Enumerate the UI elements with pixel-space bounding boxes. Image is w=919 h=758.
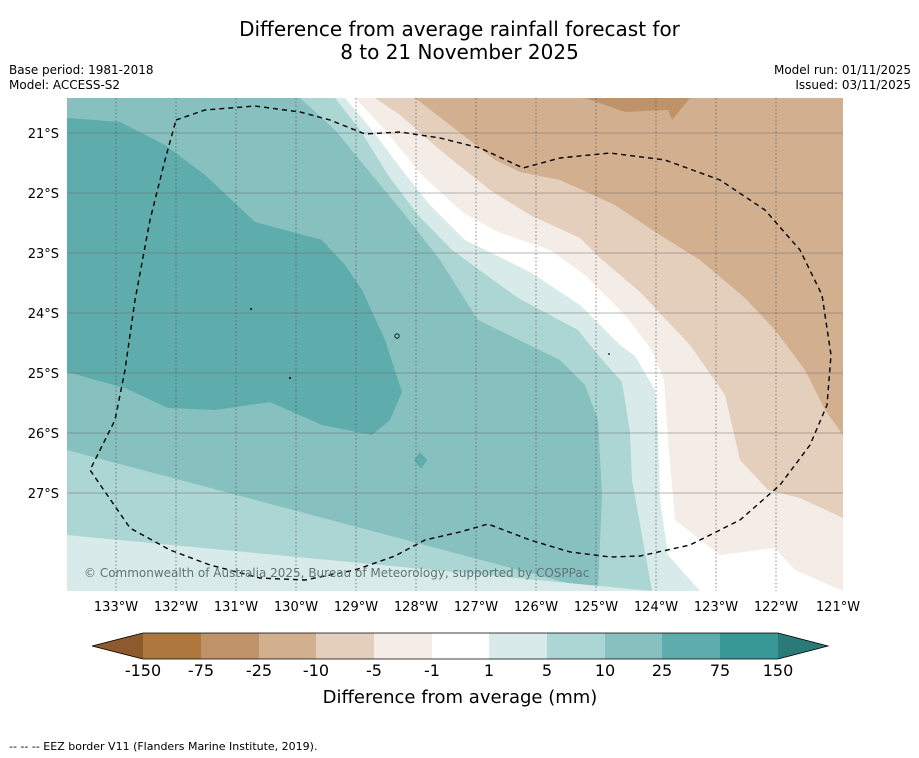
- lat-label: 22°S: [28, 187, 59, 202]
- small-patch: [414, 452, 427, 469]
- colorbar-tick: -150: [125, 661, 161, 680]
- colorbar-extend-high: [778, 633, 828, 659]
- lat-label: 23°S: [28, 247, 59, 262]
- colorbar-tick: 1: [484, 661, 494, 680]
- lon-label: 122°W: [754, 600, 798, 615]
- lon-label: 123°W: [694, 600, 738, 615]
- meta-right: Model run: 01/11/2025 Issued: 03/11/2025: [774, 63, 911, 93]
- lon-label: 126°W: [514, 600, 558, 615]
- colorbar-swatch: [316, 633, 374, 659]
- colorbar-tick: -75: [188, 661, 214, 680]
- colorbar-swatch: [489, 633, 547, 659]
- colorbar-tick: 150: [763, 661, 794, 680]
- model-run: Model run: 01/11/2025: [773, 63, 911, 77]
- title-line-1: Difference from average rainfall forecas…: [239, 17, 680, 41]
- colorbar-tick: -5: [366, 661, 382, 680]
- base-period: Base period: 1981-2018: [9, 63, 154, 77]
- colorbar-tick: -1: [424, 661, 440, 680]
- title-line-2: 8 to 21 November 2025: [340, 40, 579, 64]
- latitude-lines: [67, 132, 843, 494]
- lon-label: 130°W: [274, 600, 318, 615]
- lon-label: 125°W: [574, 600, 618, 615]
- colorbar-tick: 5: [542, 661, 552, 680]
- colorbar-tick: -25: [246, 661, 272, 680]
- colorbar-swatch: [143, 633, 201, 659]
- gridlines: [115, 98, 777, 591]
- colorbar-extend-low: [92, 633, 143, 659]
- colorbar-tick: -10: [303, 661, 329, 680]
- issued-date: Issued: 03/11/2025: [795, 78, 911, 92]
- meta-left: Base period: 1981-2018 Model: ACCESS-S2: [9, 63, 154, 93]
- lon-label: 131°W: [214, 600, 258, 615]
- model-name: Model: ACCESS-S2: [9, 78, 121, 92]
- colorbar-swatch: [374, 633, 432, 659]
- colorbar: [91, 632, 830, 660]
- colorbar-ticks: -150 -75 -25 -10 -5 -1 1 5 10 25 75 150: [125, 661, 793, 680]
- lon-label: 121°W: [816, 600, 860, 615]
- lon-label: 132°W: [154, 600, 198, 615]
- copyright-text: © Commonwealth of Australia 2025, Bureau…: [84, 566, 589, 580]
- island-markers: [250, 308, 610, 379]
- lon-label: 124°W: [634, 600, 678, 615]
- eez-footer-note: -- -- -- EEZ border V11 (Flanders Marine…: [9, 740, 318, 753]
- band-minus75-to-minus25: [585, 98, 690, 120]
- lat-label: 25°S: [28, 367, 59, 382]
- lon-label: 129°W: [334, 600, 378, 615]
- colorbar-label: Difference from average (mm): [323, 687, 598, 708]
- colorbar-swatch: [259, 633, 316, 659]
- lon-label: 133°W: [94, 600, 138, 615]
- colorbar-tick: 25: [652, 661, 672, 680]
- colorbar-tick: 75: [710, 661, 730, 680]
- colorbar-swatch: [662, 633, 720, 659]
- lat-label: 24°S: [28, 307, 59, 322]
- longitude-labels: 133°W 132°W 131°W 130°W 129°W 128°W 127°…: [94, 600, 860, 615]
- colorbar-swatch: [605, 633, 662, 659]
- colorbar-tick: 10: [595, 661, 615, 680]
- lat-label: 21°S: [28, 127, 59, 142]
- colorbar-outline: [91, 632, 830, 660]
- latitude-labels: 21°S 22°S 23°S 24°S 25°S 26°S 27°S: [28, 127, 59, 502]
- colorbar-swatch: [547, 633, 605, 659]
- map-title: Difference from average rainfall forecas…: [0, 18, 919, 64]
- lon-label: 128°W: [394, 600, 438, 615]
- lat-label: 27°S: [28, 487, 59, 502]
- band-minus25-to-minus10: [415, 98, 843, 435]
- colorbar-swatch: [201, 633, 259, 659]
- lon-label: 127°W: [454, 600, 498, 615]
- colorbar-swatch: [432, 633, 489, 659]
- rainfall-map: [67, 98, 843, 591]
- lat-label: 26°S: [28, 427, 59, 442]
- colorbar-swatch: [720, 633, 778, 659]
